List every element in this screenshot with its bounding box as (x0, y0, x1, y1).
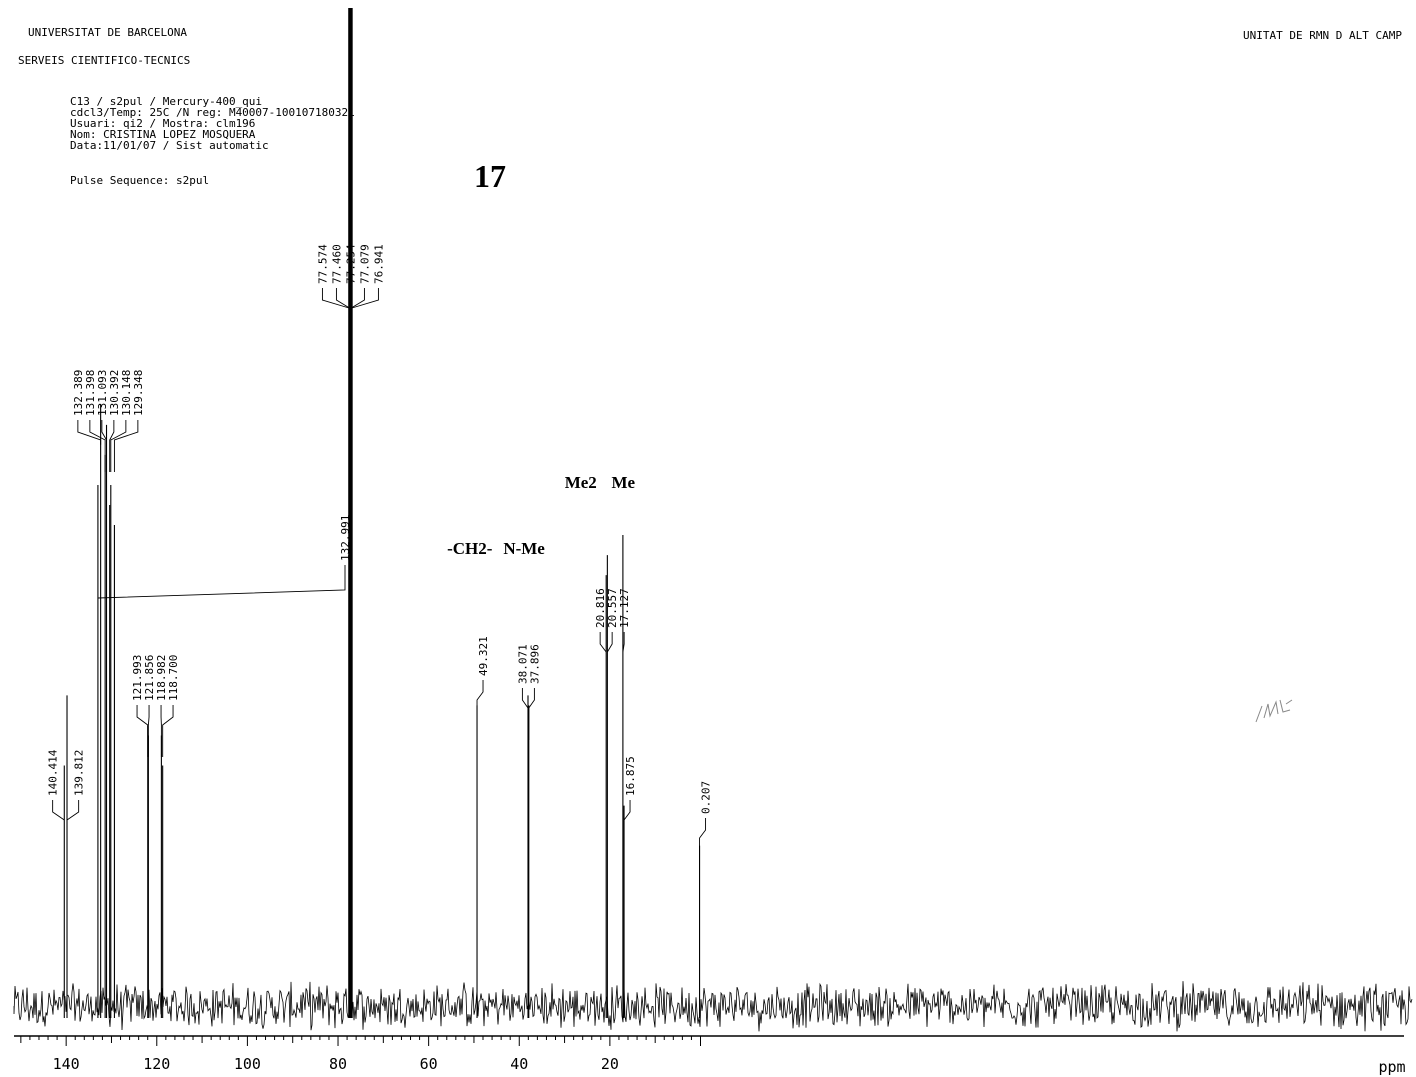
peak-leader-line (77, 420, 102, 445)
x-tick-label: 20 (601, 1055, 619, 1073)
peak-leader-line (351, 288, 365, 309)
peak-leader-line (599, 632, 607, 653)
acquisition-line: Data:11/01/07 / Sist automatic (70, 139, 269, 152)
peak-leader-line (97, 565, 346, 599)
peak-leader-line (52, 800, 65, 821)
peak-leader-line (476, 680, 484, 732)
x-axis-label: ppm (1378, 1058, 1405, 1076)
peak-label: 121.993 (131, 655, 144, 701)
x-tick-label: 100 (234, 1055, 261, 1073)
institution-name: UNIVERSITAT DE BARCELONA (28, 26, 187, 39)
peak-label: 77.574 (316, 244, 329, 284)
assignment-label: Me2 (565, 473, 597, 492)
assignment-label: Me (611, 473, 635, 492)
peak-label: 121.856 (143, 655, 156, 701)
peak-label: 132.389 (72, 370, 85, 416)
peak-leader-line (136, 705, 149, 757)
acquisition-line: cdcl3/Temp: 25C /N reg: M40007-100107180… (70, 106, 355, 119)
peak-leader-line (321, 288, 350, 309)
x-tick-label: 120 (143, 1055, 170, 1073)
acquisition-parameters: C13 / s2pul / Mercury-400_qui cdcl3/Temp… (70, 96, 355, 151)
peak-label: 0.207 (700, 781, 713, 814)
peak-leader-line (89, 420, 106, 472)
peak-label: 20.816 (594, 588, 607, 628)
acquisition-line: Usuari: qi2 / Mostra: clm196 (70, 117, 256, 130)
nmr-unit-name: UNITAT DE RMN D ALT CAMP (1243, 29, 1402, 42)
x-tick-label: 40 (510, 1055, 528, 1073)
x-tick-label: 140 (53, 1055, 80, 1073)
peak-label: 20.557 (606, 588, 619, 628)
peak-label: 17.127 (618, 588, 631, 628)
peak-label: 38.071 (516, 644, 529, 684)
peak-leader-line (66, 800, 80, 821)
peak-label: 139.812 (73, 750, 86, 796)
peak-label: 16.875 (624, 756, 637, 796)
peak-label: 77.079 (358, 244, 371, 284)
peak-leader-line (147, 705, 150, 757)
acquisition-line: C13 / s2pul / Mercury-400_qui (70, 95, 263, 108)
peak-layer (63, 8, 701, 1018)
peak-label: 129.348 (132, 370, 145, 416)
peak-leader-line (335, 288, 350, 309)
peak-leader-line (113, 420, 139, 472)
peak-label: 37.896 (528, 644, 541, 684)
department-name: SERVEIS CIENTIFICO-TECNICS (18, 54, 191, 67)
peak-leader-line (101, 420, 107, 465)
peak-label: 77.460 (330, 244, 343, 284)
handwritten-annotation (1255, 699, 1293, 723)
assignment-label: N-Me (503, 539, 545, 558)
peak-label-layer: 170.436169.856140.414139.812132.991132.3… (47, 244, 713, 870)
peak-label: 130.148 (120, 370, 133, 416)
peak-leader-line (606, 632, 613, 653)
x-tick-label: 80 (329, 1055, 347, 1073)
peak-label: 140.414 (47, 749, 60, 796)
peak-label: 131.093 (96, 370, 109, 416)
noise-trace (13, 981, 1413, 1032)
assignment-label: -CH2- (447, 539, 493, 558)
peak-label: 118.700 (167, 655, 180, 701)
acquisition-line: Nom: CRISTINA LOPEZ MOSQUERA (70, 128, 256, 141)
baseline-noise (13, 981, 1413, 1032)
peak-label: 131.398 (84, 370, 97, 416)
peak-leader-line (699, 818, 707, 870)
peak-leader-line (622, 632, 625, 653)
peak-leader-line (521, 688, 529, 736)
peak-label: 49.321 (477, 636, 490, 676)
peak-leader-line (528, 688, 535, 740)
x-tick-label: 60 (420, 1055, 438, 1073)
x-axis: 18016014012010080604020ppm (14, 1035, 1406, 1076)
peak-label: 130.392 (108, 370, 121, 416)
compound-number: 17 (474, 158, 506, 194)
peak-label: 76.941 (372, 244, 385, 284)
peak-label: 77.254 (344, 244, 357, 284)
peak-leader-line (623, 800, 631, 846)
peak-leader-line (110, 420, 127, 472)
peak-label: 132.991 (339, 515, 352, 561)
peak-leader-line (162, 705, 174, 757)
peak-leader-line (109, 420, 115, 472)
peak-leader-line (351, 288, 379, 309)
pulse-sequence: Pulse Sequence: s2pul (70, 174, 210, 187)
peak-label: 118.982 (155, 655, 168, 701)
